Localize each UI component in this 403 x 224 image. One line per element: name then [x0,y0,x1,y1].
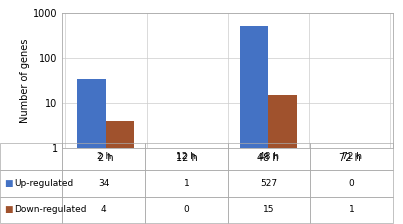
Bar [0,170,62,197]
Text: Up-regulated: Up-regulated [14,179,73,188]
Bar [159,148,187,224]
Text: 527: 527 [260,179,278,188]
Text: 4: 4 [101,205,106,214]
Bar [240,26,268,224]
Bar [0,143,62,170]
Bar [228,143,310,170]
Text: 0: 0 [349,179,355,188]
Bar [62,197,145,223]
Bar [268,95,297,224]
Bar [145,197,228,223]
Bar [106,121,134,224]
Bar [310,170,393,197]
Text: ■: ■ [4,205,12,214]
Text: 15: 15 [263,205,275,214]
Bar [349,148,378,224]
Text: Down-regulated: Down-regulated [14,205,87,214]
Text: 72 h: 72 h [342,152,361,161]
Text: ■: ■ [4,179,12,188]
Text: 12 h: 12 h [177,152,196,161]
Bar [228,197,310,223]
Text: 48 h: 48 h [259,152,279,161]
Bar [77,79,106,224]
Bar [145,170,228,197]
Text: 34: 34 [98,179,110,188]
Text: 1: 1 [183,179,189,188]
Text: 2 h: 2 h [97,152,111,161]
Y-axis label: Number of genes: Number of genes [20,39,30,123]
Text: 0: 0 [183,205,189,214]
Bar [310,197,393,223]
Bar [62,170,145,197]
Bar [228,170,310,197]
Bar [0,197,62,223]
Bar [310,143,393,170]
Bar [145,143,228,170]
Bar [62,143,145,170]
Text: 1: 1 [349,205,355,214]
